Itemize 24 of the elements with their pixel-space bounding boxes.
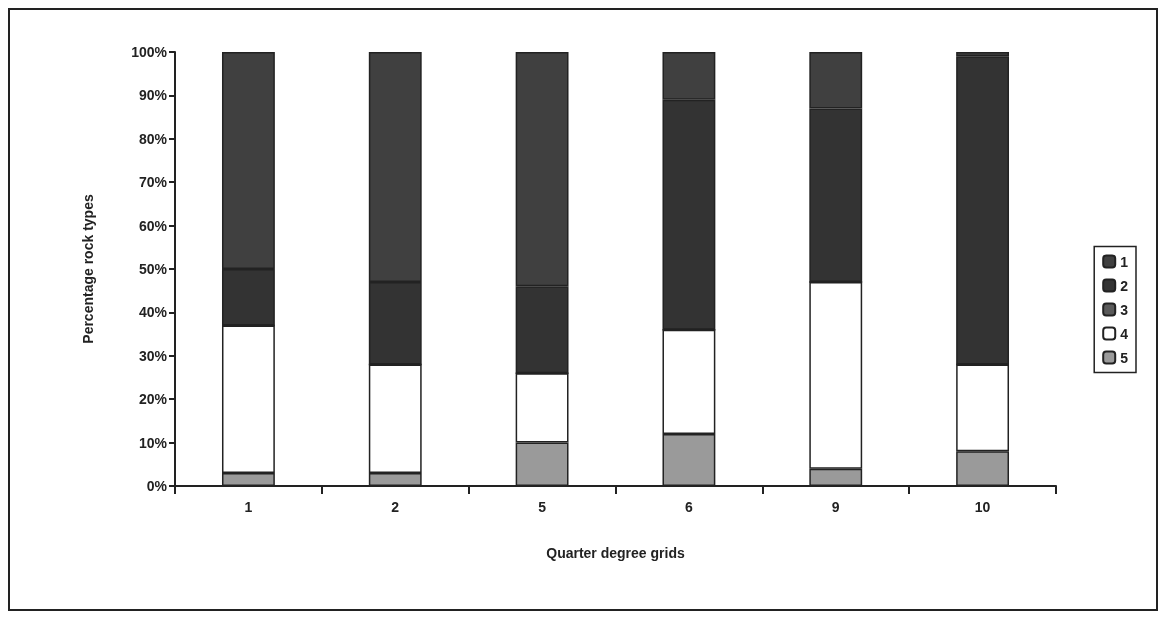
x-tick-label: 1 (244, 499, 253, 515)
x-tick-label: 6 (685, 499, 694, 515)
legend-label: 1 (1120, 253, 1129, 270)
x-axis-title: Quarter degree grids (546, 545, 685, 561)
y-tick-label: 10% (138, 434, 168, 451)
x-tick-label: 10 (974, 499, 991, 515)
x-tick-label: 5 (538, 499, 547, 515)
y-axis-title: Percentage rock types (80, 194, 96, 344)
legend-label: 4 (1120, 325, 1129, 342)
y-tick-label: 30% (138, 347, 168, 364)
y-tick-label: 20% (138, 391, 168, 408)
x-tick-label: 9 (831, 499, 840, 515)
x-tick-label: 2 (391, 499, 400, 515)
y-tick-label: 100% (131, 44, 168, 60)
y-tick-label: 80% (138, 130, 168, 147)
y-tick-label: 60% (138, 217, 168, 234)
y-tick-label: 0% (146, 478, 168, 494)
y-tick-label: 40% (138, 304, 168, 321)
legend-label: 2 (1120, 277, 1129, 294)
legend-label: 3 (1120, 301, 1129, 318)
y-tick-label: 50% (138, 261, 168, 277)
y-tick-label: 70% (138, 174, 168, 191)
y-tick-label: 90% (138, 87, 168, 104)
legend-label: 5 (1120, 349, 1129, 366)
